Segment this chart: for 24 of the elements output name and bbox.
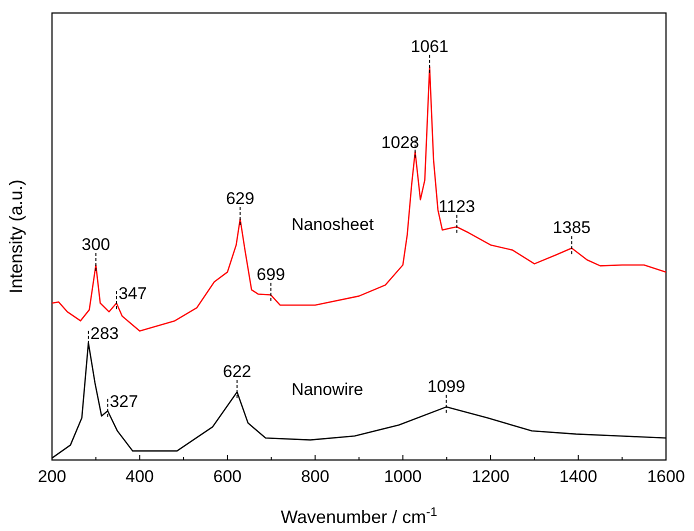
annotation: 1061: [410, 36, 449, 56]
x-tick-label: 800: [300, 467, 330, 486]
annotation: 1123: [438, 196, 476, 216]
annotation: 347: [118, 284, 147, 304]
x-axis-title: Wavenumber / cm$^{-1}$: [280, 505, 438, 527]
x-tick-label: 1000: [384, 467, 422, 486]
x-tick-label: 1200: [472, 467, 510, 486]
annotation: 283: [90, 324, 119, 343]
annotation: 300: [82, 235, 110, 254]
x-tick-label: 600: [213, 467, 242, 486]
x-tick-label: 1600: [647, 467, 685, 486]
annotation: 327: [110, 392, 138, 411]
annotation: 629: [226, 189, 254, 208]
annotation: 622: [222, 362, 252, 381]
annotation: 1028: [381, 132, 420, 152]
annotation: 1385: [552, 218, 591, 238]
annotation: 699: [256, 264, 286, 284]
series-label: Nanowire: [291, 380, 364, 400]
annotation: 1099: [427, 376, 466, 396]
x-tick-label: 1400: [559, 467, 598, 486]
x-tick-label: 400: [126, 467, 154, 486]
x-tick-label: 200: [38, 467, 66, 486]
y-axis-title: Intensity (a.u.): [6, 179, 26, 294]
series-label: Nanosheet: [291, 215, 374, 234]
